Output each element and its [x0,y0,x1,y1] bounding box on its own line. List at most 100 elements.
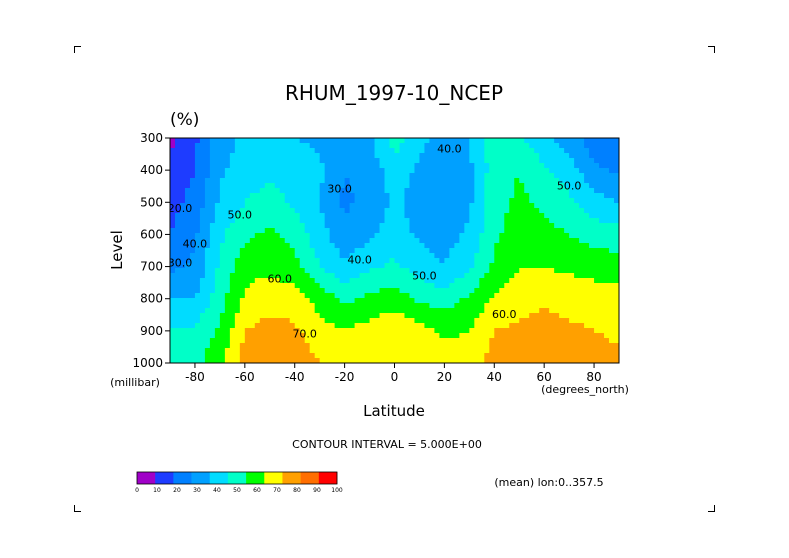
field-cell [194,343,201,349]
field-cell [589,273,595,279]
field-cell [579,188,585,194]
field-cell [304,263,311,269]
field-cell [554,308,560,314]
field-cell [374,293,381,299]
field-cell [264,228,271,234]
field-cell [239,248,246,254]
field-cell [374,208,381,214]
field-cell [229,168,236,174]
field-cell [524,208,530,214]
field-cell [354,228,361,234]
field-cell [484,243,490,249]
field-cell [334,288,341,294]
field-cell [229,313,236,319]
field-cell [559,148,565,154]
field-cell [179,223,186,229]
field-cell [479,213,485,219]
field-cell [324,278,331,284]
field-cell [564,253,570,259]
field-cell [199,298,206,304]
field-cell [419,198,426,204]
field-cell [170,338,176,344]
field-cell [474,143,480,149]
field-cell [259,298,266,304]
field-cell [584,293,590,299]
field-cell [504,148,510,154]
field-cell [604,258,610,264]
field-cell [579,198,585,204]
field-cell [344,288,351,294]
field-cell [239,138,246,144]
field-cell [534,203,540,209]
field-cell [269,318,276,324]
field-cell [204,238,211,244]
field-cell [394,138,401,144]
field-cell [544,338,550,344]
field-cell [204,188,211,194]
field-cell [574,358,580,363]
field-cell [594,308,600,314]
field-cell [179,253,186,259]
field-cell [269,263,276,269]
field-cell [494,253,500,259]
field-cell [474,323,480,329]
field-cell [339,253,346,259]
field-cell [224,148,231,154]
field-cell [449,298,455,304]
field-cell [469,268,475,274]
field-cell [269,338,276,344]
field-cell [424,248,431,254]
field-cell [594,348,600,354]
field-cell [299,158,306,164]
field-cell [359,278,366,284]
field-cell [274,238,281,244]
field-cell [424,268,431,274]
field-cell [199,268,206,274]
field-cell [554,353,560,359]
contour-label: 60.0 [268,273,293,286]
field-cell [319,213,326,219]
field-cell [304,168,311,174]
field-cell [589,158,595,164]
field-cell [224,268,231,274]
field-cell [234,208,241,214]
field-cell [429,143,436,149]
field-cell [414,193,421,199]
field-cell [569,348,575,354]
field-cell [434,333,440,339]
field-cell [234,313,241,319]
field-cell [504,288,510,294]
field-cell [309,273,316,279]
field-cell [509,313,515,319]
field-cell [264,323,271,329]
field-cell [349,253,356,259]
field-cell [259,213,266,219]
field-cell [494,313,500,319]
field-cell [429,318,436,324]
field-cell [174,218,181,224]
field-cell [304,228,311,234]
field-cell [174,293,181,299]
field-cell [324,298,331,304]
field-cell [379,153,386,159]
field-cell [264,233,271,239]
field-cell [184,248,191,254]
field-cell [329,353,336,359]
field-cell [284,238,291,244]
field-cell [554,168,560,174]
field-cell [544,223,550,229]
field-cell [334,218,341,224]
field-cell [614,308,619,314]
field-cell [249,343,256,349]
field-cell [179,343,186,349]
field-cell [549,333,555,339]
field-cell [329,138,336,144]
field-cell [229,218,236,224]
field-cell [364,283,371,289]
field-cell [614,288,619,294]
field-cell [399,348,406,354]
field-cell [339,228,346,234]
field-cell [319,208,326,214]
field-cell [364,148,371,154]
field-cell [254,353,261,359]
